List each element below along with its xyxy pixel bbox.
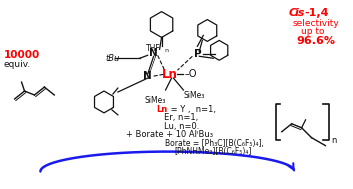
Text: = Y ,  n=1,: = Y , n=1, bbox=[168, 105, 216, 114]
Text: equiv.: equiv. bbox=[4, 60, 31, 69]
Text: SiMe₃: SiMe₃ bbox=[145, 96, 166, 105]
Text: + Borate + 10 AlᴵBu₃: + Borate + 10 AlᴵBu₃ bbox=[126, 130, 213, 139]
Text: C: C bbox=[289, 8, 297, 18]
Text: selectivity: selectivity bbox=[293, 19, 340, 28]
Text: 10000: 10000 bbox=[4, 50, 40, 60]
Text: P: P bbox=[193, 49, 201, 59]
Text: N: N bbox=[149, 48, 158, 58]
Text: up to: up to bbox=[301, 27, 324, 36]
Text: n: n bbox=[164, 48, 169, 53]
Text: Ln: Ln bbox=[156, 105, 168, 114]
Text: SiMe₃: SiMe₃ bbox=[184, 91, 205, 100]
Text: 96.6%: 96.6% bbox=[297, 36, 336, 46]
Text: [PhNHMe₂][B(C₆F₅)₄]: [PhNHMe₂][B(C₆F₅)₄] bbox=[174, 147, 252, 156]
Text: THF: THF bbox=[146, 44, 161, 53]
Text: –O: –O bbox=[184, 69, 197, 79]
Text: n: n bbox=[331, 136, 337, 145]
Text: Ln: Ln bbox=[162, 68, 178, 81]
Text: is: is bbox=[295, 8, 305, 18]
Text: N: N bbox=[143, 71, 152, 81]
Text: Borate = [Ph₃C][B(C₆F₅)₄],: Borate = [Ph₃C][B(C₆F₅)₄], bbox=[164, 139, 263, 148]
Text: Lu, n=0.: Lu, n=0. bbox=[164, 122, 199, 131]
Text: -1,4: -1,4 bbox=[305, 8, 329, 18]
Text: tBu: tBu bbox=[105, 54, 119, 63]
Text: Er, n=1,: Er, n=1, bbox=[164, 113, 199, 122]
